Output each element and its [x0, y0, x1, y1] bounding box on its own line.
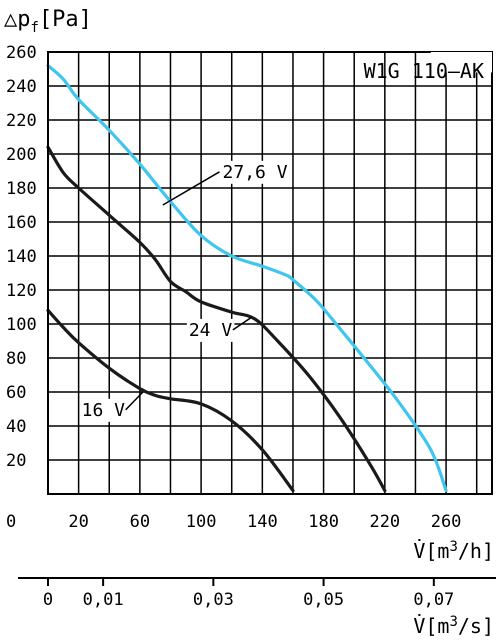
series-label-bg: [186, 318, 235, 342]
y-tick-label: 200: [6, 145, 37, 165]
y-tick-label: 140: [6, 247, 37, 267]
y-tick-label: 20: [6, 451, 26, 471]
x-tick-label: 20: [68, 512, 88, 532]
y-tick-label: 220: [6, 111, 37, 131]
series-line-2: [46, 308, 295, 493]
x-tick-label: 60: [130, 512, 150, 532]
x-tick-label: 100: [186, 512, 217, 532]
x-tick-label: 140: [247, 512, 278, 532]
series-label-leader: [125, 391, 144, 411]
y-axis-title: △pf[Pa]: [4, 7, 92, 36]
series-label-leader: [162, 171, 220, 206]
x-axis-title: V̇[m3/h]: [413, 539, 494, 563]
y-tick-label: 40: [6, 417, 26, 437]
series-label-leader: [232, 316, 253, 331]
x2-tick-label: 0,07: [413, 590, 454, 610]
model-label-box: [430, 52, 492, 73]
y-tick-label: 260: [6, 43, 37, 63]
y-tick-label: 240: [6, 77, 37, 97]
y-tick-label: 60: [6, 383, 26, 403]
chart-series-group: [46, 63, 448, 493]
model-label: W1G 110–AK: [364, 59, 484, 83]
y-tick-label: 160: [6, 213, 37, 233]
plot-frame: [47, 51, 493, 495]
y-tick-label-zero: 0: [6, 512, 16, 532]
x-tick-label: 260: [431, 512, 462, 532]
x2-tick-label: 0,05: [303, 590, 344, 610]
chart-grid: [48, 52, 492, 494]
series-label-2: 16 V: [82, 400, 126, 421]
x-tick-label: 220: [369, 512, 400, 532]
series-label-bg: [79, 398, 128, 422]
y-tick-label: 100: [6, 315, 37, 335]
series-line-0: [46, 63, 448, 493]
series-label-bg: [220, 160, 290, 184]
y-tick-label: 120: [6, 281, 37, 301]
x2-tick-label: 0,03: [193, 590, 234, 610]
x-tick-label: 180: [308, 512, 339, 532]
y-tick-label: 80: [6, 349, 26, 369]
series-label-0: 27,6 V: [223, 162, 288, 183]
x2-tick-label: 0: [43, 590, 53, 610]
y-tick-label: 180: [6, 179, 37, 199]
chart-texts: W1G 110–AK 27,6 V 24 V 16 V 20 40 60 80 100 120 14…: [4, 7, 494, 638]
series-line-1: [46, 145, 387, 493]
x2-axis-title: V̇[m3/s]: [413, 614, 494, 638]
series-label-1: 24 V: [189, 320, 233, 341]
chart-axes: [18, 51, 496, 586]
x2-tick-label: 0,01: [83, 590, 124, 610]
